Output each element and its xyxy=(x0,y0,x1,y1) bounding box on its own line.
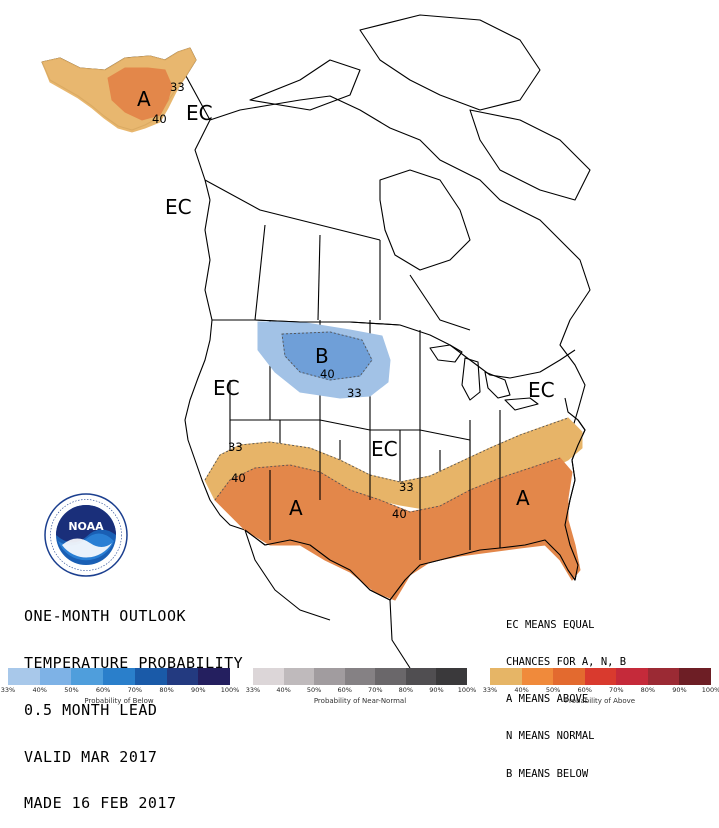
below-swatch-5 xyxy=(134,668,167,685)
above-caption: Probability of Above xyxy=(564,697,636,705)
below-tick-label: 90% xyxy=(191,686,206,694)
below-tick-label: 33% xyxy=(0,686,16,694)
below-color-bar xyxy=(8,668,230,685)
below-tick-label: 50% xyxy=(64,686,79,694)
below-ticks: 33% 40% 50% 60% 70% 80% 90% 100% xyxy=(1,686,240,696)
ec-label-canada-west: EC xyxy=(165,195,192,219)
legend-line-4: N MEANS NORMAL xyxy=(506,730,595,743)
above-tick-label: 60% xyxy=(577,686,592,694)
contour-label-central-33: 33 xyxy=(399,480,414,494)
near-normal-tick-label: 80% xyxy=(398,686,414,694)
legend-line-1: EC MEANS EQUAL xyxy=(506,618,595,631)
above-color-bar xyxy=(490,668,711,685)
ec-label-central: EC xyxy=(371,437,398,461)
below-tick-label: 80% xyxy=(159,686,174,694)
below-label-north: B xyxy=(315,344,329,368)
title-line-2: TEMPERATURE PROBABILITY xyxy=(24,653,244,672)
below-tick-label: 40% xyxy=(32,686,47,694)
svg-text:NOAA: NOAA xyxy=(68,520,104,533)
near-normal-caption: Probability of Near-Normal xyxy=(313,697,407,705)
below-tick-label: 60% xyxy=(95,686,111,694)
above-swatch-4 xyxy=(584,668,617,685)
near-normal-ticks: 33% 40% 50% 60% 70% 80% 90% 100% xyxy=(246,686,477,696)
contour-label-sw-33: 33 xyxy=(228,440,243,454)
above-ticks: 33% 40% 50% 60% 70% 80% 90% 100% xyxy=(483,686,719,696)
near-normal-swatch-4 xyxy=(344,668,376,685)
above-label-southeast: A xyxy=(516,486,530,510)
contour-label-sw-40: 40 xyxy=(231,471,246,485)
above-swatch-5 xyxy=(616,668,648,685)
title-line-3: 0.5 MONTH LEAD xyxy=(24,700,158,719)
above-tick-label: 100% xyxy=(701,686,719,694)
above-label-alaska: A xyxy=(137,87,151,111)
legend-line-2: CHANCES FOR A, N, B xyxy=(506,656,627,669)
alaska-above-40 xyxy=(107,67,173,121)
near-normal-tick-label: 60% xyxy=(337,686,352,694)
above-swatch-3 xyxy=(553,668,585,685)
below-swatch-4 xyxy=(103,668,135,685)
ec-label-west: EC xyxy=(213,376,240,400)
noaa-logo-icon: NOAA xyxy=(44,493,128,577)
above-swatch-6 xyxy=(647,668,680,685)
title-line-5: MADE 16 FEB 2017 xyxy=(24,794,177,813)
near-normal-tick-label: 33% xyxy=(245,686,261,694)
near-normal-tick-label: 100% xyxy=(457,686,477,694)
near-normal-tick-label: 50% xyxy=(306,686,322,694)
above-swatch-7 xyxy=(679,668,711,685)
below-caption: Probability of Below xyxy=(84,697,154,705)
contour-label-alaska-33: 33 xyxy=(170,80,185,94)
below-swatch-3 xyxy=(71,668,104,685)
above-tick-label: 70% xyxy=(609,686,624,694)
title-line-4: VALID MAR 2017 xyxy=(24,747,158,766)
near-normal-swatch-2 xyxy=(283,668,315,685)
below-swatch-2 xyxy=(39,668,72,685)
west-coast xyxy=(184,199,246,531)
contour-label-central-40: 40 xyxy=(392,507,407,521)
below-swatch-1 xyxy=(8,668,40,685)
north-below-40 xyxy=(281,331,373,381)
outlook-map xyxy=(41,14,591,669)
near-normal-color-bar xyxy=(253,668,467,685)
contour-label-north-40: 40 xyxy=(320,367,335,381)
above-tick-label: 80% xyxy=(640,686,656,694)
above-tick-label: 50% xyxy=(545,686,561,694)
contour-label-alaska-40: 40 xyxy=(152,112,167,126)
near-normal-tick-label: 40% xyxy=(276,686,291,694)
near-normal-tick-label: 70% xyxy=(368,686,383,694)
contour-label-north-33: 33 xyxy=(347,386,362,400)
above-tick-label: 40% xyxy=(514,686,529,694)
ec-label-east: EC xyxy=(528,378,555,402)
above-swatch-1 xyxy=(490,668,522,685)
below-swatch-7 xyxy=(198,668,230,685)
below-swatch-6 xyxy=(166,668,199,685)
near-normal-swatch-5 xyxy=(375,668,406,685)
near-normal-swatch-7 xyxy=(436,668,467,685)
below-tick-label: 100% xyxy=(220,686,240,694)
title-line-1: ONE-MONTH OUTLOOK xyxy=(24,607,187,626)
legend-line-5: B MEANS BELOW xyxy=(506,767,589,780)
above-label-southwest: A xyxy=(289,496,303,520)
above-tick-label: 33% xyxy=(482,686,498,694)
near-normal-tick-label: 90% xyxy=(429,686,444,694)
near-normal-swatch-3 xyxy=(314,668,345,685)
below-tick-label: 70% xyxy=(127,686,143,694)
legend-line-3: A MEANS ABOVE xyxy=(506,693,589,706)
above-swatch-2 xyxy=(521,668,554,685)
near-normal-swatch-6 xyxy=(405,668,437,685)
above-tick-label: 90% xyxy=(672,686,687,694)
ec-label-alaska: EC xyxy=(186,101,213,125)
near-normal-swatch-1 xyxy=(253,668,284,685)
